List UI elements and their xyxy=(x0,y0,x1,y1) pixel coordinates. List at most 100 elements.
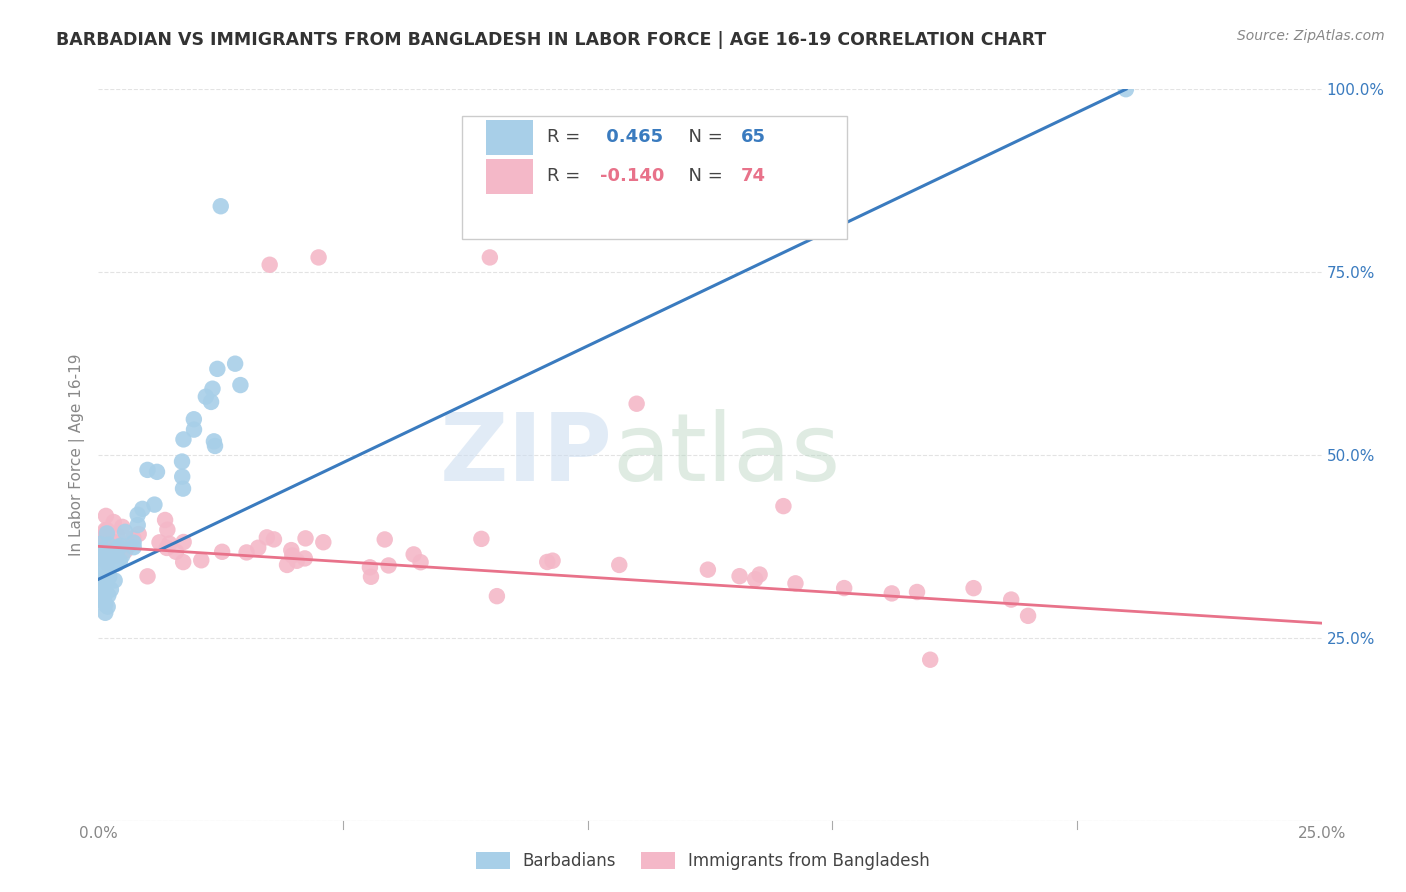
Point xyxy=(89,580,111,594)
Point xyxy=(920,653,942,667)
Point xyxy=(110,539,132,553)
Point xyxy=(696,563,718,577)
Point xyxy=(172,469,194,483)
Point xyxy=(402,548,425,562)
Point xyxy=(202,434,225,449)
Point xyxy=(1017,608,1039,623)
Point xyxy=(880,586,903,600)
Point xyxy=(194,390,217,404)
Point xyxy=(1000,592,1022,607)
Point xyxy=(89,537,111,551)
Point xyxy=(91,579,114,593)
Point xyxy=(107,541,129,555)
Point xyxy=(785,576,807,591)
Point xyxy=(94,508,117,523)
Point xyxy=(156,541,179,555)
Point xyxy=(105,529,128,543)
Point xyxy=(122,531,145,545)
Point xyxy=(190,553,212,567)
Point xyxy=(905,585,928,599)
Point xyxy=(97,538,120,552)
FancyBboxPatch shape xyxy=(486,159,533,194)
Point xyxy=(143,498,166,512)
Point xyxy=(294,532,316,546)
Point xyxy=(359,560,381,574)
Point xyxy=(103,558,125,572)
Point xyxy=(97,588,120,602)
Point xyxy=(235,545,257,559)
Point xyxy=(89,543,111,558)
Point xyxy=(207,362,229,376)
Point xyxy=(114,524,136,539)
Point xyxy=(90,568,112,582)
Point xyxy=(156,523,179,537)
Point xyxy=(96,561,118,575)
Point xyxy=(122,535,145,549)
Text: atlas: atlas xyxy=(612,409,841,501)
Point xyxy=(131,501,153,516)
Point xyxy=(470,532,492,546)
Point xyxy=(172,555,194,569)
Point xyxy=(173,535,195,549)
Point xyxy=(122,540,145,554)
Point xyxy=(100,582,122,597)
Text: N =: N = xyxy=(678,128,728,146)
Point xyxy=(409,555,432,569)
Point xyxy=(256,530,278,544)
Point xyxy=(93,530,115,544)
Point xyxy=(148,535,170,549)
Point xyxy=(209,199,232,213)
Point xyxy=(377,558,399,573)
Point xyxy=(89,551,111,566)
Point xyxy=(748,567,770,582)
Text: R =: R = xyxy=(547,128,586,146)
Point xyxy=(93,591,115,605)
Point xyxy=(94,578,117,592)
Point xyxy=(308,251,330,265)
Point xyxy=(104,574,127,588)
Point xyxy=(247,541,270,555)
Point xyxy=(211,545,233,559)
Point xyxy=(89,538,111,552)
FancyBboxPatch shape xyxy=(461,116,846,239)
Point xyxy=(90,545,112,559)
Point xyxy=(98,535,121,549)
Point xyxy=(157,536,180,550)
Text: 74: 74 xyxy=(741,167,766,186)
Point xyxy=(127,518,149,533)
Point xyxy=(94,606,117,620)
Point xyxy=(97,553,120,567)
Point xyxy=(259,258,281,272)
Point xyxy=(105,557,128,571)
Point xyxy=(263,533,285,547)
Point xyxy=(89,561,111,575)
Point xyxy=(105,549,128,563)
Point xyxy=(91,535,114,549)
Y-axis label: In Labor Force | Age 16-19: In Labor Force | Age 16-19 xyxy=(69,353,86,557)
Point xyxy=(90,531,112,545)
Point xyxy=(962,581,984,595)
Point xyxy=(93,575,115,590)
Point xyxy=(96,567,118,582)
Point xyxy=(165,545,187,559)
Point xyxy=(128,527,150,541)
Point xyxy=(478,251,501,265)
Point xyxy=(94,597,117,611)
Point xyxy=(204,439,226,453)
Text: R =: R = xyxy=(547,167,586,186)
Point xyxy=(626,397,648,411)
Point xyxy=(201,382,224,396)
Point xyxy=(94,523,117,537)
Point xyxy=(229,378,252,392)
Point xyxy=(832,581,855,595)
Legend: Barbadians, Immigrants from Bangladesh: Barbadians, Immigrants from Bangladesh xyxy=(470,845,936,877)
Text: -0.140: -0.140 xyxy=(600,167,664,186)
Point xyxy=(127,508,149,522)
Point xyxy=(94,580,117,594)
Point xyxy=(96,526,118,541)
Point xyxy=(312,535,335,549)
Point xyxy=(91,541,114,555)
Point xyxy=(200,395,222,409)
Point xyxy=(101,545,124,559)
Point xyxy=(98,551,121,566)
